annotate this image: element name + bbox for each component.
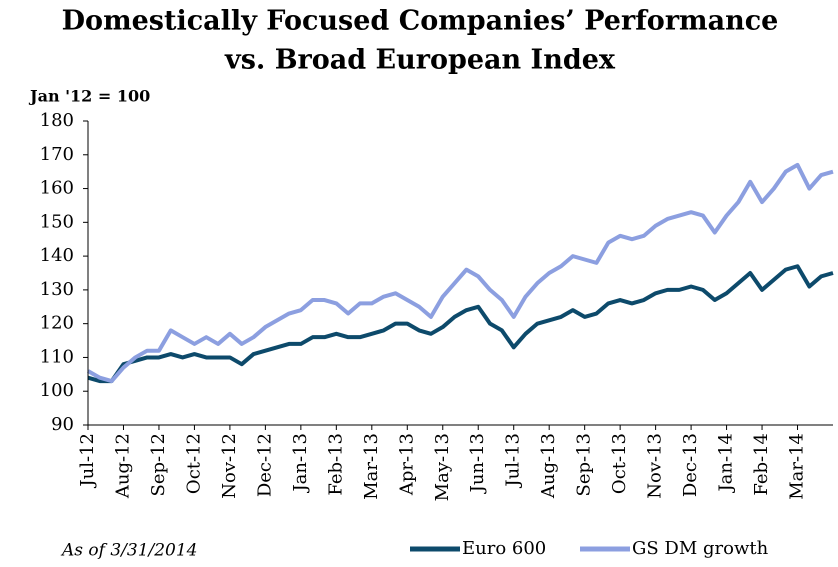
y-tick-label: 120 xyxy=(40,313,74,334)
x-tick-label: Oct-13 xyxy=(609,433,630,494)
y-tick-label: 90 xyxy=(51,414,74,435)
series-line xyxy=(87,162,834,384)
x-tick-label: Mar-13 xyxy=(361,433,382,500)
legend-label: GS DM growth xyxy=(632,538,769,559)
x-tick-label: Aug-13 xyxy=(538,433,559,499)
chart-title: Domestically Focused Companies’ Performa… xyxy=(62,6,779,37)
x-tick-label: Feb-13 xyxy=(325,433,346,496)
x-tick-label: Dec-12 xyxy=(254,433,275,497)
y-tick-label: 130 xyxy=(40,279,74,300)
x-tick-label: Feb-14 xyxy=(751,433,772,496)
y-tick-label: 140 xyxy=(40,245,74,266)
x-tick-label: Aug-12 xyxy=(112,433,133,499)
x-tick-label: Jan-13 xyxy=(290,433,311,494)
legend-label: Euro 600 xyxy=(462,538,546,559)
x-tick-label: May-13 xyxy=(432,433,453,501)
y-tick-label: 180 xyxy=(40,110,74,131)
x-tick-label: Jul-12 xyxy=(77,433,98,489)
y-tick-label: 110 xyxy=(40,346,74,367)
chart-subtitle: vs. Broad European Index xyxy=(224,45,616,76)
x-tick-label: Nov-13 xyxy=(645,433,666,499)
series-line xyxy=(87,264,834,384)
x-tick-label: Mar-14 xyxy=(787,433,808,500)
y-tick-label: 100 xyxy=(40,380,74,401)
y-tick-label: 150 xyxy=(40,211,74,232)
y-axis-label: Jan '12 = 100 xyxy=(28,87,150,106)
x-tick-label: Nov-12 xyxy=(219,433,240,499)
y-tick-label: 160 xyxy=(40,178,74,199)
x-tick-label: Sep-12 xyxy=(148,433,169,497)
y-tick-label: 170 xyxy=(40,144,74,165)
x-tick-label: Apr-13 xyxy=(396,433,417,496)
x-tick-label: Dec-13 xyxy=(680,433,701,497)
x-tick-label: Jan-14 xyxy=(716,433,737,494)
x-tick-label: Sep-13 xyxy=(574,433,595,497)
x-tick-label: Jul-13 xyxy=(503,433,524,489)
note: As of 3/31/2014 xyxy=(60,541,198,561)
x-tick-label: Oct-12 xyxy=(183,433,204,494)
x-tick-label: Jun-13 xyxy=(467,433,488,494)
